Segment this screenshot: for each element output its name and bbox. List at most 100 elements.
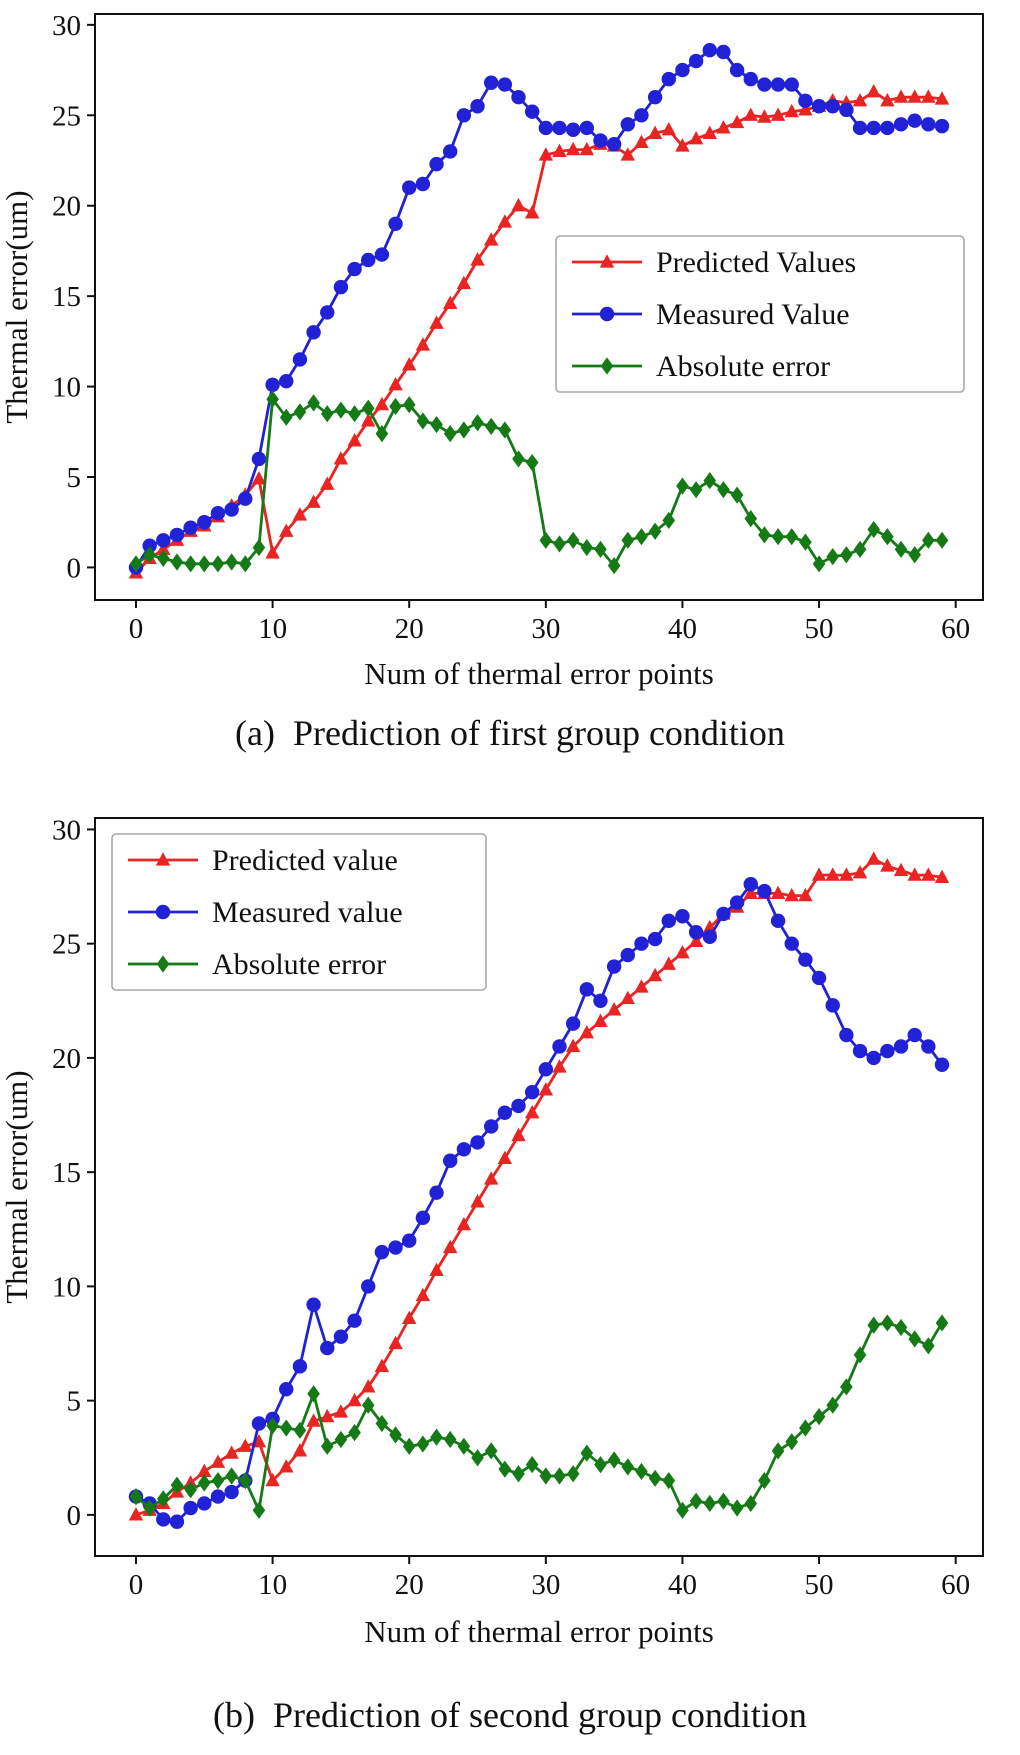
circle-marker (511, 89, 526, 105)
circle-marker (320, 305, 335, 320)
diamond-marker (635, 528, 648, 546)
triangle-marker (415, 337, 431, 351)
circle-marker (688, 925, 704, 940)
diamond-marker (348, 1424, 361, 1442)
triangle-marker (811, 867, 827, 881)
triangle-marker (852, 93, 868, 107)
diamond-marker (143, 546, 156, 564)
circle-marker (907, 113, 922, 128)
legend-sample-marker (156, 955, 170, 973)
diamond-marker (293, 403, 307, 421)
diamond-marker (826, 547, 840, 566)
circle-marker (374, 247, 390, 262)
triangle-marker (292, 1443, 308, 1457)
diamond-marker (389, 397, 402, 416)
circle-marker (729, 62, 745, 78)
circle-marker (347, 261, 362, 277)
triangle-marker (374, 396, 390, 411)
x-tick-label: 30 (531, 1569, 560, 1601)
diamond-marker (867, 520, 881, 539)
circle-marker (347, 1313, 362, 1328)
circle-marker (210, 1489, 226, 1504)
circle-marker (852, 120, 868, 136)
legend-label: Measured Value (656, 298, 850, 331)
diamond-marker (908, 546, 921, 564)
circle-marker (634, 936, 649, 951)
circle-marker (743, 71, 758, 87)
circle-marker (443, 1153, 458, 1168)
diamond-marker (539, 531, 553, 549)
diamond-marker (279, 408, 293, 426)
circle-marker (497, 77, 513, 92)
caption-first-group: (a) Prediction of first group condition (235, 713, 785, 753)
circle-marker (661, 71, 676, 87)
triangle-marker (634, 134, 649, 149)
diamond-marker (607, 557, 621, 575)
triangle-marker (347, 433, 362, 447)
diamond-marker (430, 1428, 443, 1446)
diamond-marker (730, 486, 744, 504)
diamond-marker (266, 1417, 279, 1435)
diamond-marker (935, 531, 949, 549)
triangle-marker (128, 1507, 144, 1521)
diamond-marker (648, 1469, 662, 1487)
circle-marker (292, 352, 308, 367)
diamond-marker (799, 1419, 812, 1437)
diamond-marker (635, 1462, 648, 1481)
circle-marker (825, 99, 840, 114)
triangle-marker (893, 862, 909, 877)
abs-error-markers (129, 390, 949, 575)
triangle-marker (552, 143, 567, 158)
diamond-marker (758, 1472, 771, 1490)
diamond-marker (184, 1481, 197, 1499)
diamond-marker (430, 415, 443, 434)
triangle-marker (552, 1059, 567, 1073)
y-tick-label: 15 (52, 281, 81, 313)
diamond-marker (211, 1472, 225, 1490)
circle-marker (511, 1098, 526, 1114)
diamond-marker (758, 526, 771, 544)
circle-marker (224, 502, 239, 517)
circle-marker (156, 1512, 171, 1527)
circle-marker (811, 970, 827, 986)
triangle-marker (593, 1013, 608, 1027)
x-tick-label: 40 (668, 613, 697, 645)
triangle-marker (156, 541, 171, 555)
triangle-marker (579, 1024, 595, 1039)
diamond-marker (156, 955, 170, 973)
diamond-marker (840, 546, 853, 564)
x-tick-label: 50 (805, 613, 834, 645)
diamond-marker (307, 1385, 320, 1403)
circle-marker (606, 137, 622, 152)
circle-marker (579, 120, 595, 136)
diamond-marker (225, 1467, 238, 1485)
diamond-marker (143, 1499, 156, 1517)
triangle-marker (784, 103, 799, 118)
diamond-marker (484, 1442, 498, 1460)
diamond-marker (471, 1449, 484, 1467)
circle-marker (415, 1210, 431, 1226)
triangle-marker (729, 114, 745, 129)
diamond-marker (307, 394, 320, 412)
circle-marker (661, 913, 676, 929)
x-axis-label: Num of thermal error points (364, 1614, 714, 1649)
circle-marker (866, 120, 881, 136)
circle-marker (716, 44, 731, 60)
triangle-marker (798, 102, 813, 116)
triangle-marker (265, 1472, 280, 1487)
y-tick-label: 10 (52, 372, 81, 404)
diamond-marker (238, 1472, 252, 1490)
chart-second-group-condition: 0 10 20 30 40 50 60 0 5 10 15 20 25 30 Num of thermal … (0, 814, 984, 1649)
triangle-marker (374, 1358, 390, 1372)
triangle-marker (880, 93, 895, 107)
diamond-marker (594, 1456, 607, 1474)
triangle-marker (524, 1104, 540, 1119)
circle-marker (538, 1062, 554, 1077)
circle-marker (565, 122, 581, 137)
diamond-marker (334, 401, 348, 419)
triangle-marker (934, 91, 950, 105)
diamond-marker (717, 481, 730, 499)
circle-marker (415, 176, 431, 192)
diamond-marker (443, 1430, 457, 1449)
triangle-marker (265, 545, 280, 559)
